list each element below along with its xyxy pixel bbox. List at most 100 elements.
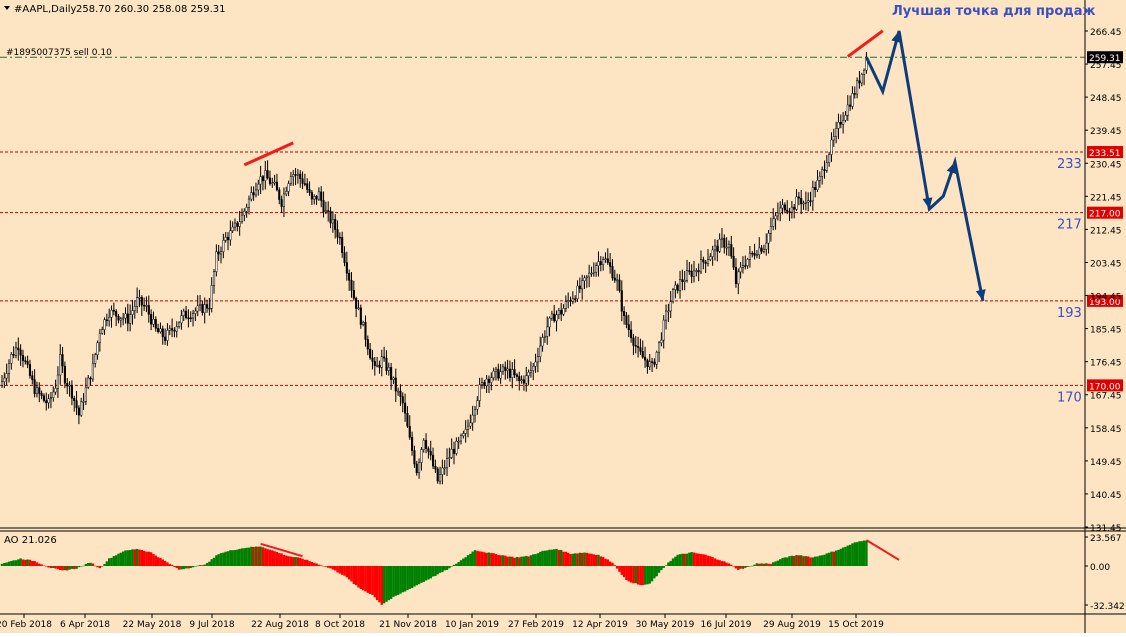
- ao-bar: [457, 562, 460, 566]
- candle-body: [73, 397, 76, 401]
- candle: [774, 212, 777, 230]
- ao-bar: [203, 564, 206, 566]
- order-label: #1895007375 sell 0.10: [6, 48, 112, 58]
- candle: [285, 186, 288, 197]
- candle-body: [618, 279, 621, 291]
- ao-bar: [448, 566, 451, 569]
- ao-bar: [527, 556, 530, 566]
- level-tag: 193.00: [1089, 298, 1121, 308]
- candle-body: [793, 206, 796, 210]
- candle-body: [26, 361, 29, 365]
- candle: [19, 344, 22, 366]
- candle: [322, 191, 325, 218]
- dropdown-arrow-icon[interactable]: [4, 6, 10, 10]
- ao-bar: [711, 557, 714, 566]
- candle: [231, 221, 234, 233]
- ao-bar: [75, 566, 78, 569]
- candle-body: [774, 215, 777, 220]
- x-tick-label: 6 Apr 2018: [60, 620, 110, 630]
- ao-bar: [471, 551, 474, 566]
- candle-body: [492, 370, 495, 379]
- ao-bar: [212, 557, 216, 566]
- candle: [525, 366, 528, 392]
- ao-bar: [96, 566, 99, 568]
- candle: [492, 367, 495, 381]
- candle: [508, 360, 511, 382]
- candle: [145, 296, 148, 313]
- candle: [793, 204, 796, 219]
- ao-bar: [229, 550, 232, 566]
- candle-body: [508, 368, 511, 378]
- candle: [443, 460, 446, 475]
- candle: [830, 132, 833, 162]
- candle: [704, 259, 707, 273]
- candle-body: [639, 347, 642, 352]
- candle: [91, 353, 94, 382]
- candle: [620, 280, 623, 322]
- ao-bar: [571, 553, 575, 566]
- candle-body: [632, 337, 635, 346]
- candle-body: [436, 468, 439, 482]
- ao-bar: [280, 553, 283, 566]
- candle-body: [776, 212, 779, 217]
- candle: [485, 375, 488, 393]
- candle-body: [564, 301, 567, 309]
- candle-body: [280, 199, 283, 207]
- ao-bar: [601, 557, 605, 566]
- candle: [59, 344, 62, 385]
- ao-bar: [359, 566, 363, 589]
- candle: [336, 220, 339, 245]
- ao-bar: [301, 558, 304, 566]
- candle-body: [152, 319, 155, 325]
- candle: [515, 373, 518, 382]
- ao-bar: [189, 566, 192, 569]
- candle: [476, 396, 479, 415]
- candle-body: [212, 271, 216, 286]
- candle-body: [560, 310, 563, 315]
- candle: [543, 330, 546, 343]
- candle-body: [709, 256, 712, 260]
- candle-body: [103, 319, 106, 330]
- ao-bar: [366, 566, 370, 593]
- candle-body: [483, 382, 486, 387]
- candle-body: [713, 245, 717, 251]
- ao-bar: [310, 562, 314, 566]
- candle-body: [809, 200, 812, 202]
- y-tick-label: 149.45: [1090, 458, 1122, 468]
- candle: [261, 175, 265, 191]
- candle: [578, 277, 581, 293]
- candle: [178, 321, 181, 329]
- y-tick-label: 131.45: [1090, 524, 1122, 534]
- ao-bar: [487, 552, 491, 566]
- candle-body: [91, 363, 94, 380]
- ao-bar: [63, 566, 67, 571]
- ao-bar: [315, 563, 318, 566]
- ao-bar: [788, 556, 791, 566]
- candle: [723, 234, 726, 254]
- candle-body: [644, 356, 647, 361]
- candle-body: [124, 313, 127, 319]
- candle: [511, 362, 514, 389]
- candle: [306, 178, 309, 194]
- ao-bar: [410, 566, 414, 589]
- candle-body: [66, 383, 69, 387]
- candle-body: [734, 266, 738, 285]
- candle: [14, 341, 18, 359]
- ao-bar: [473, 550, 477, 566]
- candle-body: [578, 285, 581, 290]
- ao-bar: [0, 563, 4, 566]
- ao-bar: [42, 565, 46, 567]
- candle: [625, 311, 628, 329]
- ao-bar: [128, 550, 132, 566]
- candle-body: [569, 300, 572, 302]
- candle: [730, 235, 733, 259]
- ao-bar: [636, 566, 640, 585]
- ao-bar: [466, 555, 470, 566]
- candle: [250, 186, 253, 202]
- candle-body: [748, 252, 751, 260]
- ao-bar: [632, 566, 635, 584]
- candle: [562, 304, 565, 317]
- candle-body: [254, 189, 258, 196]
